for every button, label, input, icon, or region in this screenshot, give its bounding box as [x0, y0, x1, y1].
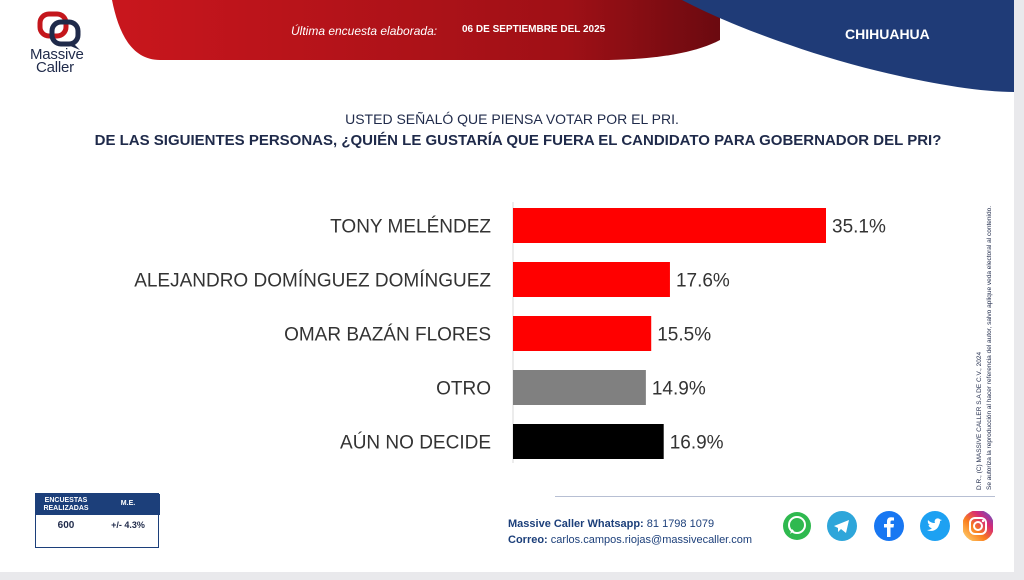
email-label: Correo:: [508, 534, 548, 546]
whatsapp-contact: Massive Caller Whatsapp: 81 1798 1079: [508, 518, 714, 530]
bar-2: [513, 316, 652, 351]
margin-error-header: M.E.: [96, 494, 160, 515]
massive-caller-logo: [37, 11, 81, 50]
bar-1: [513, 262, 670, 297]
value-label-4: 16.9%: [670, 433, 724, 454]
red-banner: [112, 0, 720, 60]
bar-3: [513, 370, 646, 405]
sample-count: 600: [57, 520, 75, 531]
category-label-2: OMAR BAZÁN FLORES: [284, 325, 491, 346]
report-card: Massive Caller Última encuesta elaborada…: [0, 0, 1014, 572]
value-label-1: 17.6%: [676, 271, 730, 292]
question-title: DE LAS SIGUIENTES PERSONAS, ¿QUIÉN LE GU…: [94, 132, 942, 149]
survey-date-label: Última encuesta elaborada:: [291, 24, 438, 38]
state-name: CHIHUAHUA: [845, 26, 930, 42]
whatsapp-icon[interactable]: [781, 510, 813, 542]
copyright-line1: D.R., (C) MASSIVE CALLER S.A DE C.V., 20…: [976, 351, 983, 490]
whatsapp-label: Massive Caller Whatsapp:: [508, 518, 644, 530]
sample-table: ENCUESTAS REALIZADAS M.E. 600 +/- 4.3%: [35, 493, 160, 548]
category-label-1: ALEJANDRO DOMÍNGUEZ DOMÍNGUEZ: [134, 271, 491, 292]
copyright-line2: Se autoriza la reproducción al hacer ref…: [986, 205, 993, 490]
bar-0: [513, 208, 826, 243]
facebook-icon[interactable]: [873, 510, 905, 542]
value-label-0: 35.1%: [832, 217, 886, 238]
contact-divider: [555, 496, 995, 497]
instagram-icon[interactable]: [962, 510, 994, 542]
brand-name-line1: Massive: [30, 46, 84, 63]
whatsapp-number[interactable]: 81 1798 1079: [646, 518, 715, 530]
header-banner: [112, 0, 1014, 92]
bar-chart: TONY MELÉNDEZ 35.1% ALEJANDRO DOMÍNGUEZ DO…: [134, 202, 886, 463]
category-label-4: AÚN NO DECIDE: [340, 432, 491, 454]
email-contact: Correo: carlos.campos.riojas@massivecall…: [508, 534, 752, 546]
sample-count-header-line2: REALIZADAS: [43, 505, 89, 512]
twitter-icon[interactable]: [919, 510, 951, 542]
bar-4: [513, 424, 664, 459]
value-label-3: 14.9%: [652, 379, 706, 400]
category-label-0: TONY MELÉNDEZ: [330, 217, 491, 238]
category-label-3: OTRO: [436, 379, 491, 400]
email-address[interactable]: carlos.campos.riojas@massivecaller.com: [550, 534, 753, 546]
sample-count-header-line1: ENCUESTAS: [44, 497, 88, 504]
survey-date: 06 DE SEPTIEMBRE DEL 2025: [462, 24, 606, 35]
margin-error: +/- 4.3%: [111, 520, 145, 530]
value-label-2: 15.5%: [657, 325, 711, 346]
telegram-icon[interactable]: [826, 510, 858, 542]
sample-count-header: ENCUESTAS REALIZADAS: [36, 494, 96, 515]
question-intro: USTED SEÑALÓ QUE PIENSA VOTAR POR EL PRI…: [345, 111, 679, 127]
brand-name: Massive Caller: [30, 46, 84, 76]
brand-name-line2: Caller: [36, 59, 74, 76]
navy-banner: [682, 0, 1014, 92]
